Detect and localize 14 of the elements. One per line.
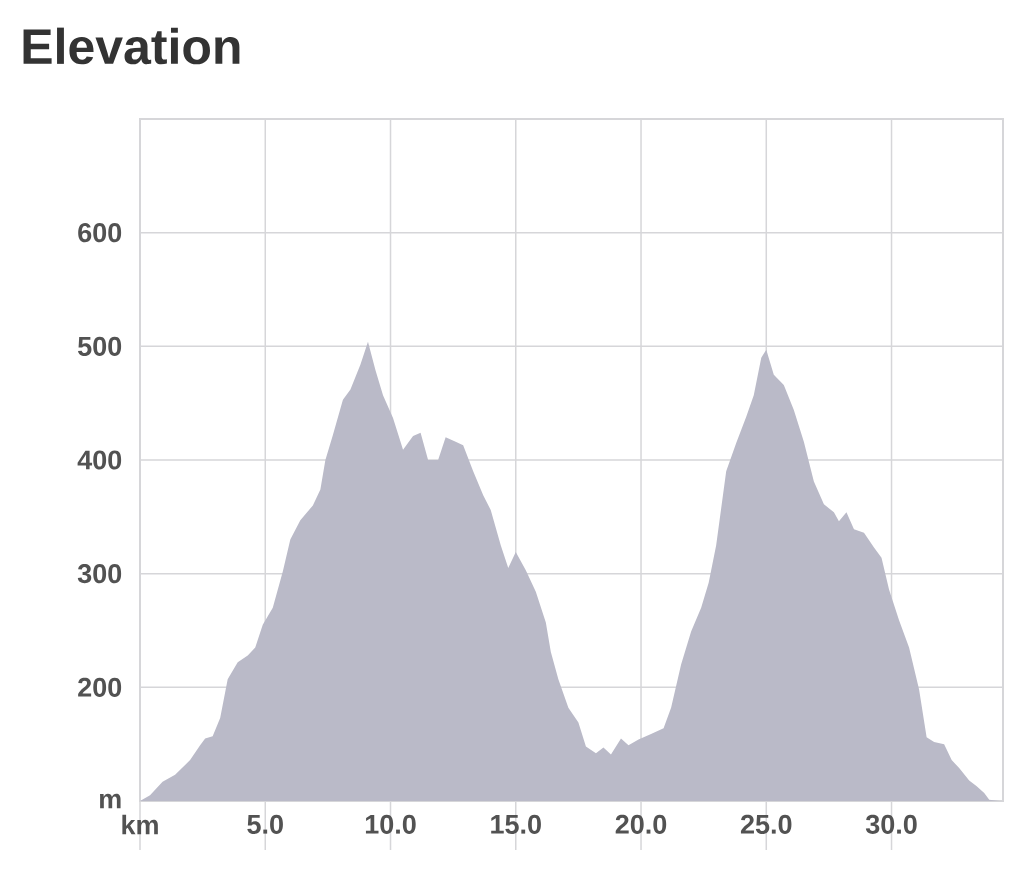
y-tick-label: 500: [78, 336, 122, 356]
chart-title: Elevation: [23, 27, 240, 65]
x-tick-label: 10.0: [365, 814, 416, 834]
x-tick-label: 5.0: [247, 814, 283, 834]
x-tick-label: 25.0: [740, 814, 792, 834]
x-tick-label: 15.0: [491, 814, 541, 834]
x-tick-label: km: [122, 814, 158, 835]
y-tick-label: m: [100, 793, 121, 809]
x-tick-label: 30.0: [865, 814, 917, 834]
y-tick-label: 400: [77, 450, 122, 470]
y-tick-label: 300: [77, 564, 122, 584]
y-tick-label: 600: [78, 223, 122, 243]
y-tick-label: 200: [78, 677, 122, 697]
x-tick-label: 20.0: [615, 814, 667, 834]
